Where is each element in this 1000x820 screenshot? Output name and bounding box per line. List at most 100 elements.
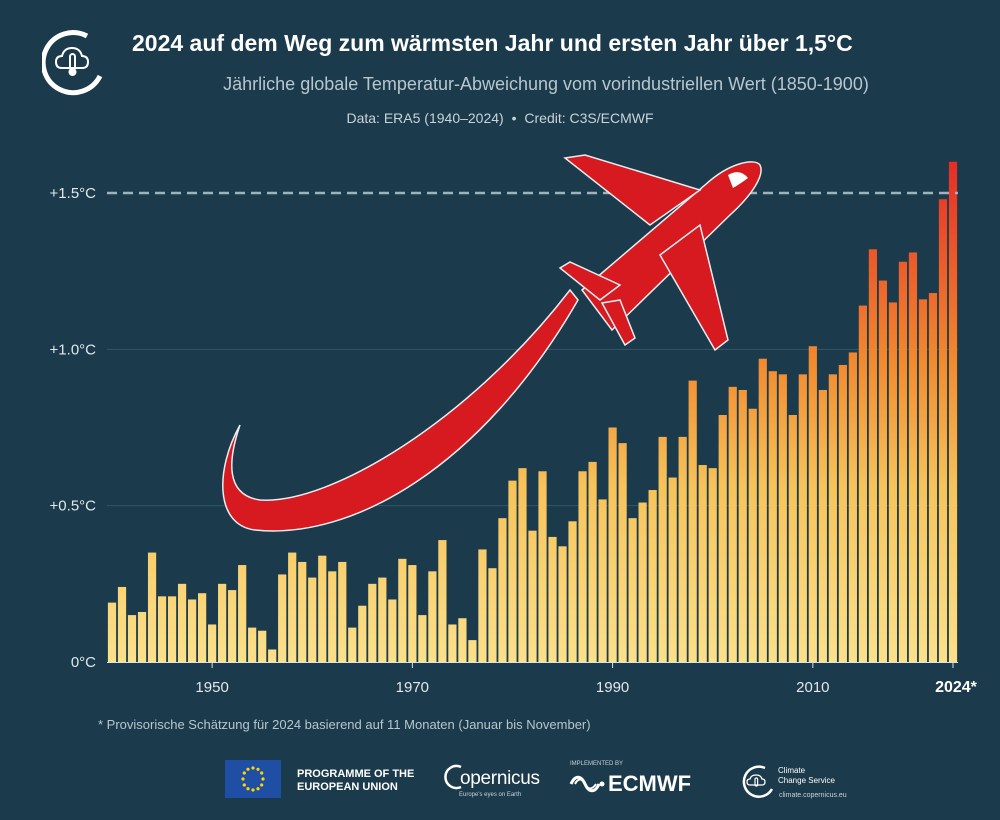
bar-1946	[167, 596, 177, 662]
bar-2000	[708, 468, 717, 662]
bar-1992	[628, 518, 637, 662]
bar-1960	[308, 577, 317, 662]
bar-1953	[238, 565, 247, 662]
bar-1951	[218, 583, 227, 662]
bar-2004	[748, 408, 757, 662]
bar-2005	[758, 358, 767, 662]
bar-1975	[458, 618, 467, 662]
bar-1950	[208, 624, 217, 662]
bar-1948	[188, 599, 197, 662]
bar-1989	[598, 499, 607, 662]
eu-line-2: EUROPEAN UNION	[297, 781, 398, 793]
bar-1961	[318, 555, 327, 662]
bar-1994	[648, 490, 657, 662]
bar-2006	[768, 371, 777, 662]
source-credit-label: Credit: C3S/ECMWF	[524, 110, 654, 126]
bar-1985	[558, 546, 567, 662]
bar-1940	[107, 602, 117, 662]
bar-1944	[147, 552, 157, 662]
ccs-line-1: Climate	[778, 766, 806, 775]
climate-change-service-icon	[742, 765, 774, 798]
bar-1964	[348, 627, 357, 662]
bar-1997	[678, 436, 687, 662]
bar-1979	[498, 518, 507, 662]
x-tick-label: 1990	[596, 679, 629, 696]
y-tick-label: 0°C	[71, 654, 96, 671]
bar-2009	[798, 374, 807, 662]
eu-flag-icon	[225, 760, 281, 798]
bar-2007	[778, 374, 787, 662]
temperature-bar-chart: 0°C +0.5°C +1.0°C +1.5°C 1950 1970 1990 2010 20…	[50, 154, 978, 696]
bar-2003	[738, 389, 747, 662]
bar-2013	[838, 364, 847, 662]
bar-1991	[618, 443, 627, 662]
ccs-url: climate.copernicus.eu	[779, 792, 847, 799]
x-tick-label: 1970	[396, 679, 429, 696]
bar-1949	[198, 593, 207, 662]
chart-subtitle: Jährliche globale Temperatur-Abweichung …	[223, 74, 869, 94]
bar-1970	[408, 565, 417, 662]
bar-1955	[258, 630, 267, 662]
bar-1996	[668, 477, 677, 662]
bar-2020	[908, 252, 918, 662]
bar-1972	[428, 571, 437, 662]
bar-2001	[718, 414, 727, 662]
bar-2017	[878, 280, 888, 662]
bar-1962	[328, 571, 337, 662]
bar-1941	[117, 586, 127, 662]
bar-2002	[728, 386, 737, 662]
eu-programme-label: PROGRAMME OF THE EUROPEAN UNION	[297, 768, 414, 794]
bar-1956	[268, 649, 277, 662]
bar-2008	[788, 414, 797, 662]
airplane-icon	[222, 154, 762, 532]
bar-2016	[868, 249, 878, 662]
bar-1974	[448, 624, 457, 662]
bar-1978	[488, 568, 497, 662]
bar-2019	[898, 261, 908, 662]
bar-1977	[478, 549, 487, 662]
bar-1967	[378, 577, 387, 662]
bar-2014	[848, 352, 857, 662]
eu-line-1: PROGRAMME OF THE	[297, 768, 415, 780]
c3s-thermometer-logo-icon	[42, 30, 103, 96]
bar-2023	[938, 199, 948, 662]
bar-1963	[338, 561, 347, 662]
ccs-label: Climate Change Service	[778, 766, 835, 786]
bar-1982	[528, 530, 537, 662]
bar-1993	[638, 502, 647, 662]
y-tick-label: +1.5°C	[50, 185, 97, 202]
bar-1999	[698, 465, 707, 662]
implemented-by-label: IMPLEMENTED BY	[570, 761, 624, 767]
x-tick-label: 1950	[195, 679, 228, 696]
bar-1959	[298, 561, 307, 662]
bar-2011	[818, 389, 827, 662]
y-axis: 0°C +0.5°C +1.0°C +1.5°C	[50, 185, 97, 671]
x-tick-label: 2024*	[935, 679, 978, 696]
ccs-line-2: Change Service	[778, 776, 835, 785]
bar-1990	[608, 427, 617, 662]
bar-1984	[548, 536, 557, 662]
ecmwf-waves-icon	[569, 775, 605, 793]
bar-1942	[127, 615, 137, 662]
footnote: * Provisorische Schätzung für 2024 basie…	[98, 717, 591, 732]
bar-2022	[928, 293, 938, 662]
bar-1943	[137, 611, 147, 662]
bar-2012	[828, 374, 837, 662]
source-data-label: Data: ERA5 (1940–2024)	[346, 110, 504, 126]
bar-2015	[858, 305, 867, 662]
bar-1947	[177, 583, 187, 662]
bar-2018	[888, 302, 898, 662]
y-tick-label: +1.0°C	[50, 341, 97, 358]
bar-1988	[588, 461, 597, 662]
bars-group	[107, 161, 958, 663]
chart-title: 2024 auf dem Weg zum wärmsten Jahr und e…	[132, 30, 853, 56]
bar-1958	[288, 552, 297, 662]
bar-1983	[538, 471, 547, 662]
bar-1998	[688, 380, 697, 662]
bar-1965	[358, 605, 367, 662]
bar-1980	[508, 480, 517, 662]
bar-1966	[368, 583, 377, 662]
bar-2024	[948, 161, 958, 663]
bar-1957	[278, 574, 287, 662]
copernicus-wordmark: opernicus	[460, 768, 540, 789]
